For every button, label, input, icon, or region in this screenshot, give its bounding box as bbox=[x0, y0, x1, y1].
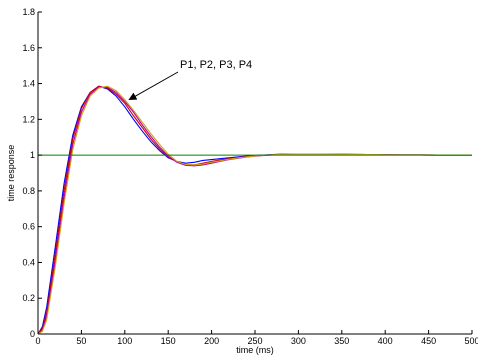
x-tick-label: 250 bbox=[247, 336, 262, 346]
x-tick-label: 100 bbox=[117, 336, 132, 346]
y-tick-label: 0.8 bbox=[22, 186, 35, 196]
y-tick-label: 0.4 bbox=[22, 257, 35, 267]
y-tick-label: 1 bbox=[30, 150, 35, 160]
y-tick-label: 0 bbox=[30, 329, 35, 339]
y-axis-label: time response bbox=[6, 145, 16, 202]
x-tick-label: 500 bbox=[464, 336, 478, 346]
series-line-4 bbox=[37, 85, 472, 335]
series-line-3 bbox=[37, 86, 472, 335]
x-tick-label: 400 bbox=[378, 336, 393, 346]
x-tick-label: 50 bbox=[76, 336, 86, 346]
annotation-arrow bbox=[128, 71, 179, 101]
y-tick-label: 0.6 bbox=[22, 222, 35, 232]
y-tick-label: 1.2 bbox=[22, 114, 35, 124]
series-line-2 bbox=[37, 85, 472, 335]
plot-lines bbox=[37, 85, 472, 335]
y-tick-label: 0.2 bbox=[22, 293, 35, 303]
x-tick-label: 450 bbox=[421, 336, 436, 346]
x-axis-label: time (ms) bbox=[236, 345, 274, 355]
y-tick-label: 1.8 bbox=[22, 7, 35, 17]
y-tick-label: 1.4 bbox=[22, 79, 35, 89]
x-tick-label: 300 bbox=[291, 336, 306, 346]
x-tick-label: 200 bbox=[204, 336, 219, 346]
x-tick-label: 0 bbox=[35, 336, 40, 346]
series-line-1 bbox=[37, 85, 472, 335]
axes bbox=[37, 12, 472, 335]
tick-marks bbox=[37, 11, 473, 335]
y-tick-label: 1.6 bbox=[22, 43, 35, 53]
series-annotation: P1, P2, P3, P4 bbox=[128, 59, 252, 101]
x-tick-label: 150 bbox=[161, 336, 176, 346]
x-tick-label: 350 bbox=[334, 336, 349, 346]
annotation-label: P1, P2, P3, P4 bbox=[180, 59, 252, 71]
tick-labels: 0 50 100 150 200 250 300 350 400 450 500 0 0.2 0.4 0.6… bbox=[22, 7, 478, 346]
